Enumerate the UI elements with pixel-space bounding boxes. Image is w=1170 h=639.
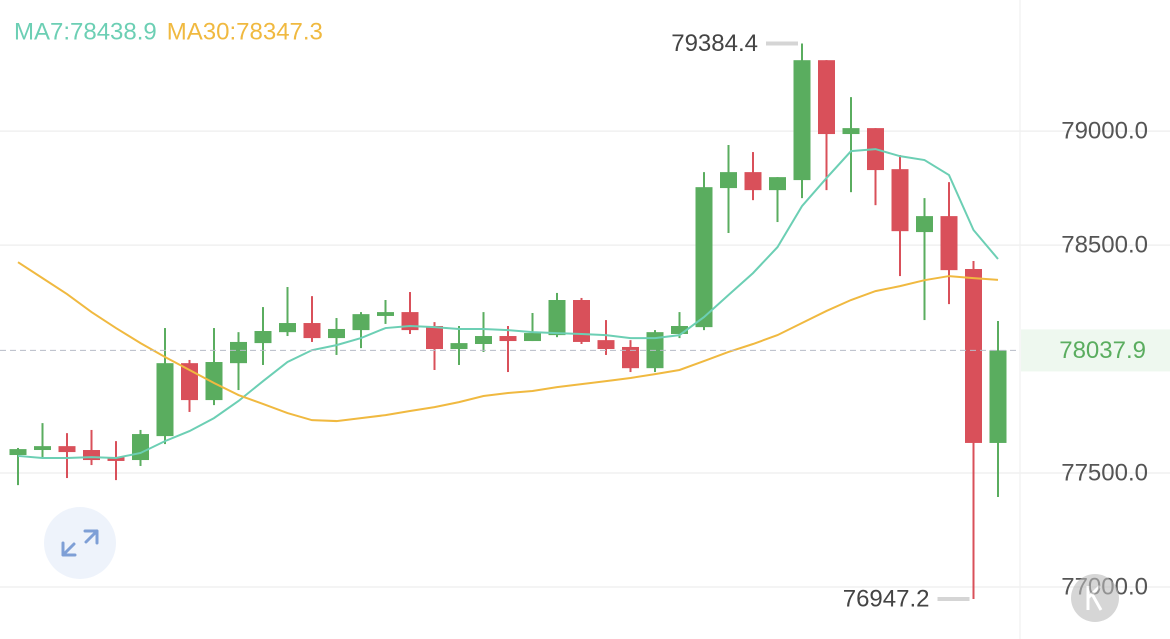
candle-body [377,312,394,316]
candle-body [205,362,223,401]
low-label: 76947.2 [843,585,930,612]
candle-body [793,60,811,181]
y-tick-label: 78500.0 [1061,231,1148,258]
ma-line [17,148,999,459]
legend-entry: MA30:78347.3 [167,18,323,45]
candle-body [597,340,615,350]
candle-body [769,177,786,191]
candle-body [328,328,345,339]
candle-body [34,446,51,451]
grid [0,130,1170,588]
y-tick-label: 77500.0 [1061,459,1148,486]
expand-icon [61,529,99,557]
candle-body [181,363,198,401]
candle-body [940,216,958,271]
candle-body [573,300,590,342]
ma-line [17,261,999,423]
candle-body [548,300,566,336]
current-price-label: 78037.9 [1059,337,1146,364]
candle-body [303,323,321,339]
candle-body [720,172,737,189]
candle-body [9,449,27,456]
candle-body [965,269,982,443]
candle-body [132,434,149,461]
high-label: 79384.4 [671,30,758,57]
candle-body [916,216,933,233]
candle-body [842,128,860,135]
candle-body [58,446,76,453]
candle-body [622,346,639,369]
candle-body [818,60,835,135]
logo-mark [1086,584,1103,611]
expand-button[interactable] [44,507,116,579]
expand-button-bg[interactable] [44,507,116,579]
candle-body [450,343,468,350]
candle-body [230,341,247,364]
candle-body [352,314,370,331]
candle-body [671,325,688,334]
legend-entry: MA7:78438.9 [14,18,157,45]
candle-body [107,457,125,461]
candle-body [254,331,272,344]
candle-body [475,336,492,345]
candle-body [695,187,713,328]
candle-body [989,350,1007,443]
labels: 77000.077500.078500.079000.0MA7:78438.9M… [14,18,1170,612]
candle-body [891,169,909,232]
candle-body [499,336,517,342]
marks [0,43,1020,600]
candle-body [156,363,174,437]
logo [1071,574,1119,622]
current-price-bg [1021,329,1170,372]
candle-body [524,333,541,342]
y-tick-label: 79000.0 [1061,117,1148,144]
candle-body [279,323,296,333]
candle-body [744,172,762,191]
candle-body [426,325,443,350]
candle-body [83,450,100,461]
